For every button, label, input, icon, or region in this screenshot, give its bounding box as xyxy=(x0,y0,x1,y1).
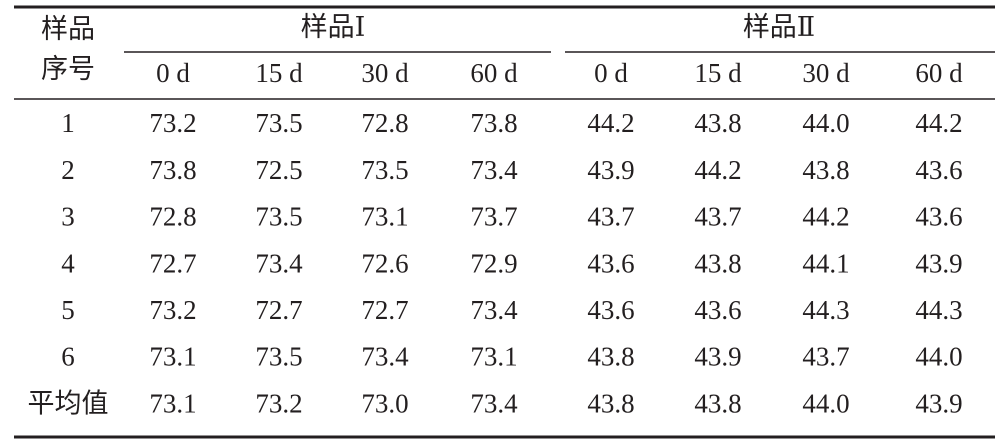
cell: 43.9 xyxy=(587,155,634,185)
column-header: 15 d xyxy=(694,58,742,88)
corner-header: 序号 xyxy=(41,54,95,84)
column-header: 60 d xyxy=(470,58,518,88)
cell: 73.8 xyxy=(470,108,517,138)
cell: 73.4 xyxy=(361,342,409,372)
cell: 44.1 xyxy=(802,248,849,278)
row-label: 2 xyxy=(61,155,75,185)
cell: 43.9 xyxy=(915,388,962,418)
cell: 43.8 xyxy=(587,342,634,372)
cell: 44.3 xyxy=(802,295,849,325)
cell: 44.3 xyxy=(915,295,962,325)
cell: 43.9 xyxy=(915,248,962,278)
cell: 73.4 xyxy=(470,155,518,185)
cell: 43.8 xyxy=(694,108,741,138)
cell: 43.8 xyxy=(802,155,849,185)
cell: 44.0 xyxy=(802,108,849,138)
cell: 43.8 xyxy=(694,388,741,418)
cell: 73.1 xyxy=(149,388,196,418)
cell: 72.7 xyxy=(149,248,196,278)
corner-header: 样品 xyxy=(41,14,95,44)
cell: 73.7 xyxy=(470,202,517,232)
row-label: 6 xyxy=(61,342,75,372)
cell: 72.7 xyxy=(255,295,302,325)
cell: 73.1 xyxy=(149,342,196,372)
cell: 43.7 xyxy=(802,342,849,372)
row-label: 1 xyxy=(61,108,75,138)
cell: 73.4 xyxy=(255,248,303,278)
column-header: 30 d xyxy=(361,58,409,88)
cell: 43.6 xyxy=(915,155,962,185)
cell: 44.2 xyxy=(802,202,849,232)
column-header: 30 d xyxy=(802,58,850,88)
cell: 72.7 xyxy=(361,295,408,325)
row-label: 平均值 xyxy=(28,388,109,418)
column-header: 15 d xyxy=(255,58,303,88)
cell: 73.1 xyxy=(361,202,408,232)
group-header: 样品Ⅰ xyxy=(301,12,366,42)
cell: 73.2 xyxy=(149,295,196,325)
cell: 43.8 xyxy=(587,388,634,418)
row-label: 3 xyxy=(61,202,75,232)
cell: 73.8 xyxy=(149,155,196,185)
cell: 73.4 xyxy=(470,295,518,325)
column-header: 60 d xyxy=(915,58,963,88)
cell: 43.7 xyxy=(587,202,634,232)
cell: 43.7 xyxy=(694,202,741,232)
row-label: 5 xyxy=(61,295,75,325)
cell: 43.6 xyxy=(915,202,962,232)
cell: 43.6 xyxy=(587,248,634,278)
cell: 73.1 xyxy=(470,342,517,372)
cell: 73.0 xyxy=(361,388,408,418)
cell: 73.2 xyxy=(149,108,196,138)
cell: 73.5 xyxy=(255,202,302,232)
cell: 73.5 xyxy=(255,342,302,372)
cell: 44.0 xyxy=(802,388,849,418)
cell: 73.2 xyxy=(255,388,302,418)
cell: 72.8 xyxy=(149,202,196,232)
cell: 43.6 xyxy=(694,295,741,325)
row-label: 4 xyxy=(61,248,75,278)
cell: 73.5 xyxy=(255,108,302,138)
cell: 43.6 xyxy=(587,295,634,325)
cell: 44.2 xyxy=(694,155,741,185)
column-header: 0 d xyxy=(156,58,190,88)
cell: 72.8 xyxy=(361,108,408,138)
cell: 72.5 xyxy=(255,155,302,185)
cell: 72.6 xyxy=(361,248,408,278)
group-header: 样品Ⅱ xyxy=(743,12,815,42)
cell: 43.8 xyxy=(694,248,741,278)
cell: 44.2 xyxy=(587,108,634,138)
cell: 44.2 xyxy=(915,108,962,138)
cell: 73.5 xyxy=(361,155,408,185)
cell: 72.9 xyxy=(470,248,517,278)
cell: 73.4 xyxy=(470,388,518,418)
cell: 44.0 xyxy=(915,342,962,372)
column-header: 0 d xyxy=(594,58,628,88)
cell: 43.9 xyxy=(694,342,741,372)
